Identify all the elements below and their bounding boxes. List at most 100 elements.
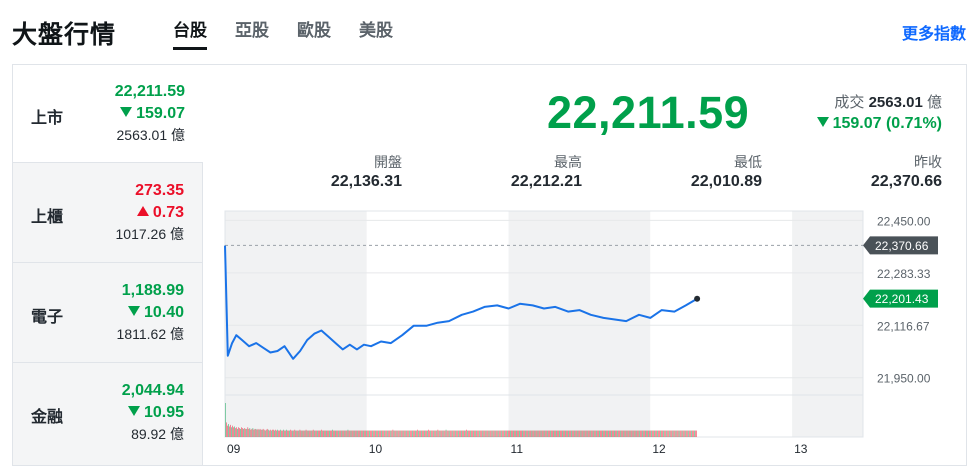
- tab-europe[interactable]: 歐股: [297, 21, 331, 40]
- volume-bar: [333, 430, 334, 437]
- volume-bar: [589, 430, 591, 437]
- down-arrow-icon: [127, 306, 140, 316]
- volume-bar: [670, 430, 672, 437]
- index-change-value: 0.73: [152, 204, 184, 221]
- hour-band: [508, 211, 651, 437]
- volume-bar: [588, 430, 590, 437]
- volume-bar: [279, 430, 280, 437]
- volume-bar: [368, 430, 369, 437]
- volume-bar: [402, 430, 404, 437]
- volume-bar: [428, 429, 429, 437]
- volume-bar: [390, 430, 392, 437]
- intraday-chart[interactable]: 22,450.00 22,283.33 22,116.67 21,950.00 22,3…: [223, 209, 963, 461]
- volume-bar: [502, 430, 504, 437]
- x-tick-label: 10: [369, 442, 383, 456]
- volume-bar: [627, 430, 629, 437]
- volume-bar: [441, 430, 443, 437]
- tab-taiwan[interactable]: 台股: [173, 0, 207, 60]
- index-change-value: 159.07: [136, 105, 185, 122]
- volume-bar: [631, 430, 633, 437]
- stat-label: 最高: [554, 154, 582, 170]
- volume-bar: [449, 430, 451, 437]
- volume-bar: [437, 429, 439, 437]
- volume-bar: [523, 430, 525, 437]
- volume-bar: [415, 430, 416, 437]
- volume-bar: [639, 430, 641, 437]
- volume-bar: [389, 430, 391, 437]
- volume-bar: [569, 430, 571, 437]
- volume-bar: [517, 430, 518, 437]
- volume-bar: [273, 429, 274, 437]
- volume-bar: [260, 429, 262, 437]
- volume-bar: [505, 430, 506, 437]
- volume-bar: [306, 430, 308, 437]
- volume-bar: [643, 430, 645, 437]
- volume-bar: [334, 430, 335, 437]
- volume-bar: [230, 424, 231, 437]
- sidebar-item-finance[interactable]: 金融 2,044.94 10.95 89.92 億: [13, 363, 203, 465]
- volume-bar: [675, 430, 677, 437]
- sidebar-item-otc[interactable]: 上櫃 273.35 0.73 1017.26 億: [13, 163, 203, 263]
- volume-bar: [349, 430, 351, 437]
- stat-prev-close: 昨收 22,370.66: [871, 153, 942, 193]
- sidebar-item-values: 22,211.59 159.07 2563.01 億: [115, 81, 185, 145]
- tab-asia[interactable]: 亞股: [235, 21, 269, 40]
- volume-bar: [395, 430, 397, 437]
- market-panel: 上市 22,211.59 159.07 2563.01 億 上櫃 273.35 …: [12, 64, 967, 466]
- volume-bar: [576, 430, 578, 437]
- volume-bar: [274, 430, 275, 437]
- volume-bar: [514, 430, 515, 437]
- stat-label: 昨收: [914, 154, 942, 170]
- volume-bar: [594, 430, 596, 437]
- volume-bar: [462, 430, 463, 437]
- sidebar-item-listed[interactable]: 上市 22,211.59 159.07 2563.01 億: [13, 65, 203, 163]
- volume-bar: [522, 430, 523, 437]
- volume-bar: [272, 429, 273, 437]
- volume-bar: [322, 430, 323, 437]
- volume-bar: [409, 430, 411, 437]
- x-tick-label: 11: [511, 442, 524, 456]
- volume-bar: [574, 430, 576, 437]
- up-arrow-icon: [136, 206, 149, 216]
- volume-bar: [490, 430, 492, 437]
- more-indices-link[interactable]: 更多指數: [901, 26, 966, 43]
- volume-bar: [241, 427, 242, 437]
- main-index-change: 159.07 (0.71%): [816, 115, 942, 133]
- volume-bar: [473, 430, 474, 437]
- volume-bar: [350, 430, 352, 437]
- volume-bar: [562, 430, 563, 437]
- volume-bar: [664, 430, 666, 437]
- volume-bar: [367, 430, 368, 437]
- volume-bar: [356, 430, 358, 437]
- volume-bar: [621, 430, 623, 437]
- volume-bar: [270, 430, 272, 437]
- volume-bar: [498, 430, 500, 437]
- volume-bar: [648, 430, 649, 437]
- y-tick-label: 22,116.67: [877, 319, 930, 333]
- volume-bar: [278, 430, 279, 437]
- volume-bar: [622, 430, 624, 437]
- volume-bar: [487, 430, 489, 437]
- volume-bar: [448, 430, 450, 437]
- volume-bar: [288, 430, 289, 437]
- market-tabs: 台股 亞股 歐股 美股: [173, 0, 421, 60]
- volume-bar: [491, 430, 493, 437]
- volume-bar: [268, 430, 270, 437]
- volume-bar: [262, 428, 264, 437]
- volume-bar: [341, 430, 343, 437]
- volume-bar: [269, 429, 271, 437]
- sidebar-item-electronics[interactable]: 電子 1,188.99 10.40 1811.62 億: [13, 263, 203, 363]
- volume-bar: [330, 430, 331, 437]
- volume-bar: [454, 430, 456, 437]
- volume-bar: [695, 430, 696, 437]
- volume-bar: [617, 430, 619, 437]
- stat-label: 開盤: [374, 154, 402, 170]
- volume-bar: [252, 428, 254, 437]
- volume-bar: [457, 430, 459, 437]
- volume-bar: [377, 430, 378, 437]
- volume-bar: [582, 430, 584, 437]
- volume-bar: [430, 430, 432, 437]
- volume-bar: [423, 430, 424, 437]
- tab-us[interactable]: 美股: [359, 21, 393, 40]
- volume-bar: [412, 430, 413, 437]
